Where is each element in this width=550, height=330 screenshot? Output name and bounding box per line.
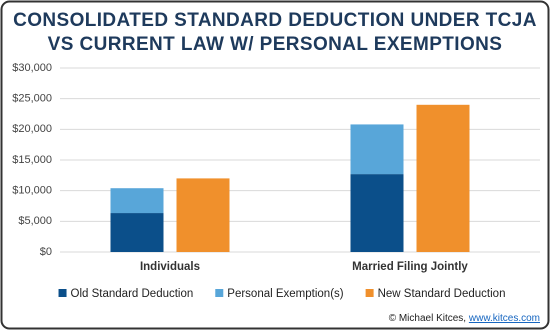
y-tick-label: $30,000 (12, 62, 52, 74)
bar (350, 124, 404, 175)
bar (110, 213, 164, 252)
bar (176, 178, 230, 252)
y-tick-label: $20,000 (12, 123, 52, 135)
legend-label: Old Standard Deduction (71, 288, 194, 300)
legend-swatch (58, 289, 67, 297)
x-tick-label: Married Filing Jointly (352, 261, 468, 273)
bar (416, 104, 470, 252)
legend-label: Personal Exemption(s) (227, 288, 343, 300)
legend-swatch (215, 289, 224, 297)
x-tick-label: Individuals (140, 261, 200, 273)
y-tick-label: $0 (40, 246, 52, 258)
source: © Michael Kitces, www.kitces.com (389, 313, 540, 324)
source-author: © Michael Kitces, (389, 313, 466, 324)
y-tick-label: $5,000 (18, 215, 52, 227)
chart-title: VS CURRENT LAW W/ PERSONAL EXEMPTIONS (48, 34, 503, 55)
y-tick-label: $10,000 (12, 185, 52, 197)
source-link[interactable]: www.kitces.com (468, 313, 540, 324)
bar (110, 188, 164, 214)
bar (350, 174, 404, 252)
legend-label: New Standard Deduction (378, 288, 506, 300)
legend-swatch (365, 289, 374, 297)
y-tick-label: $25,000 (12, 93, 52, 105)
chart-title: CONSOLIDATED STANDARD DEDUCTION UNDER TC… (13, 10, 537, 31)
y-tick-label: $15,000 (12, 154, 52, 166)
